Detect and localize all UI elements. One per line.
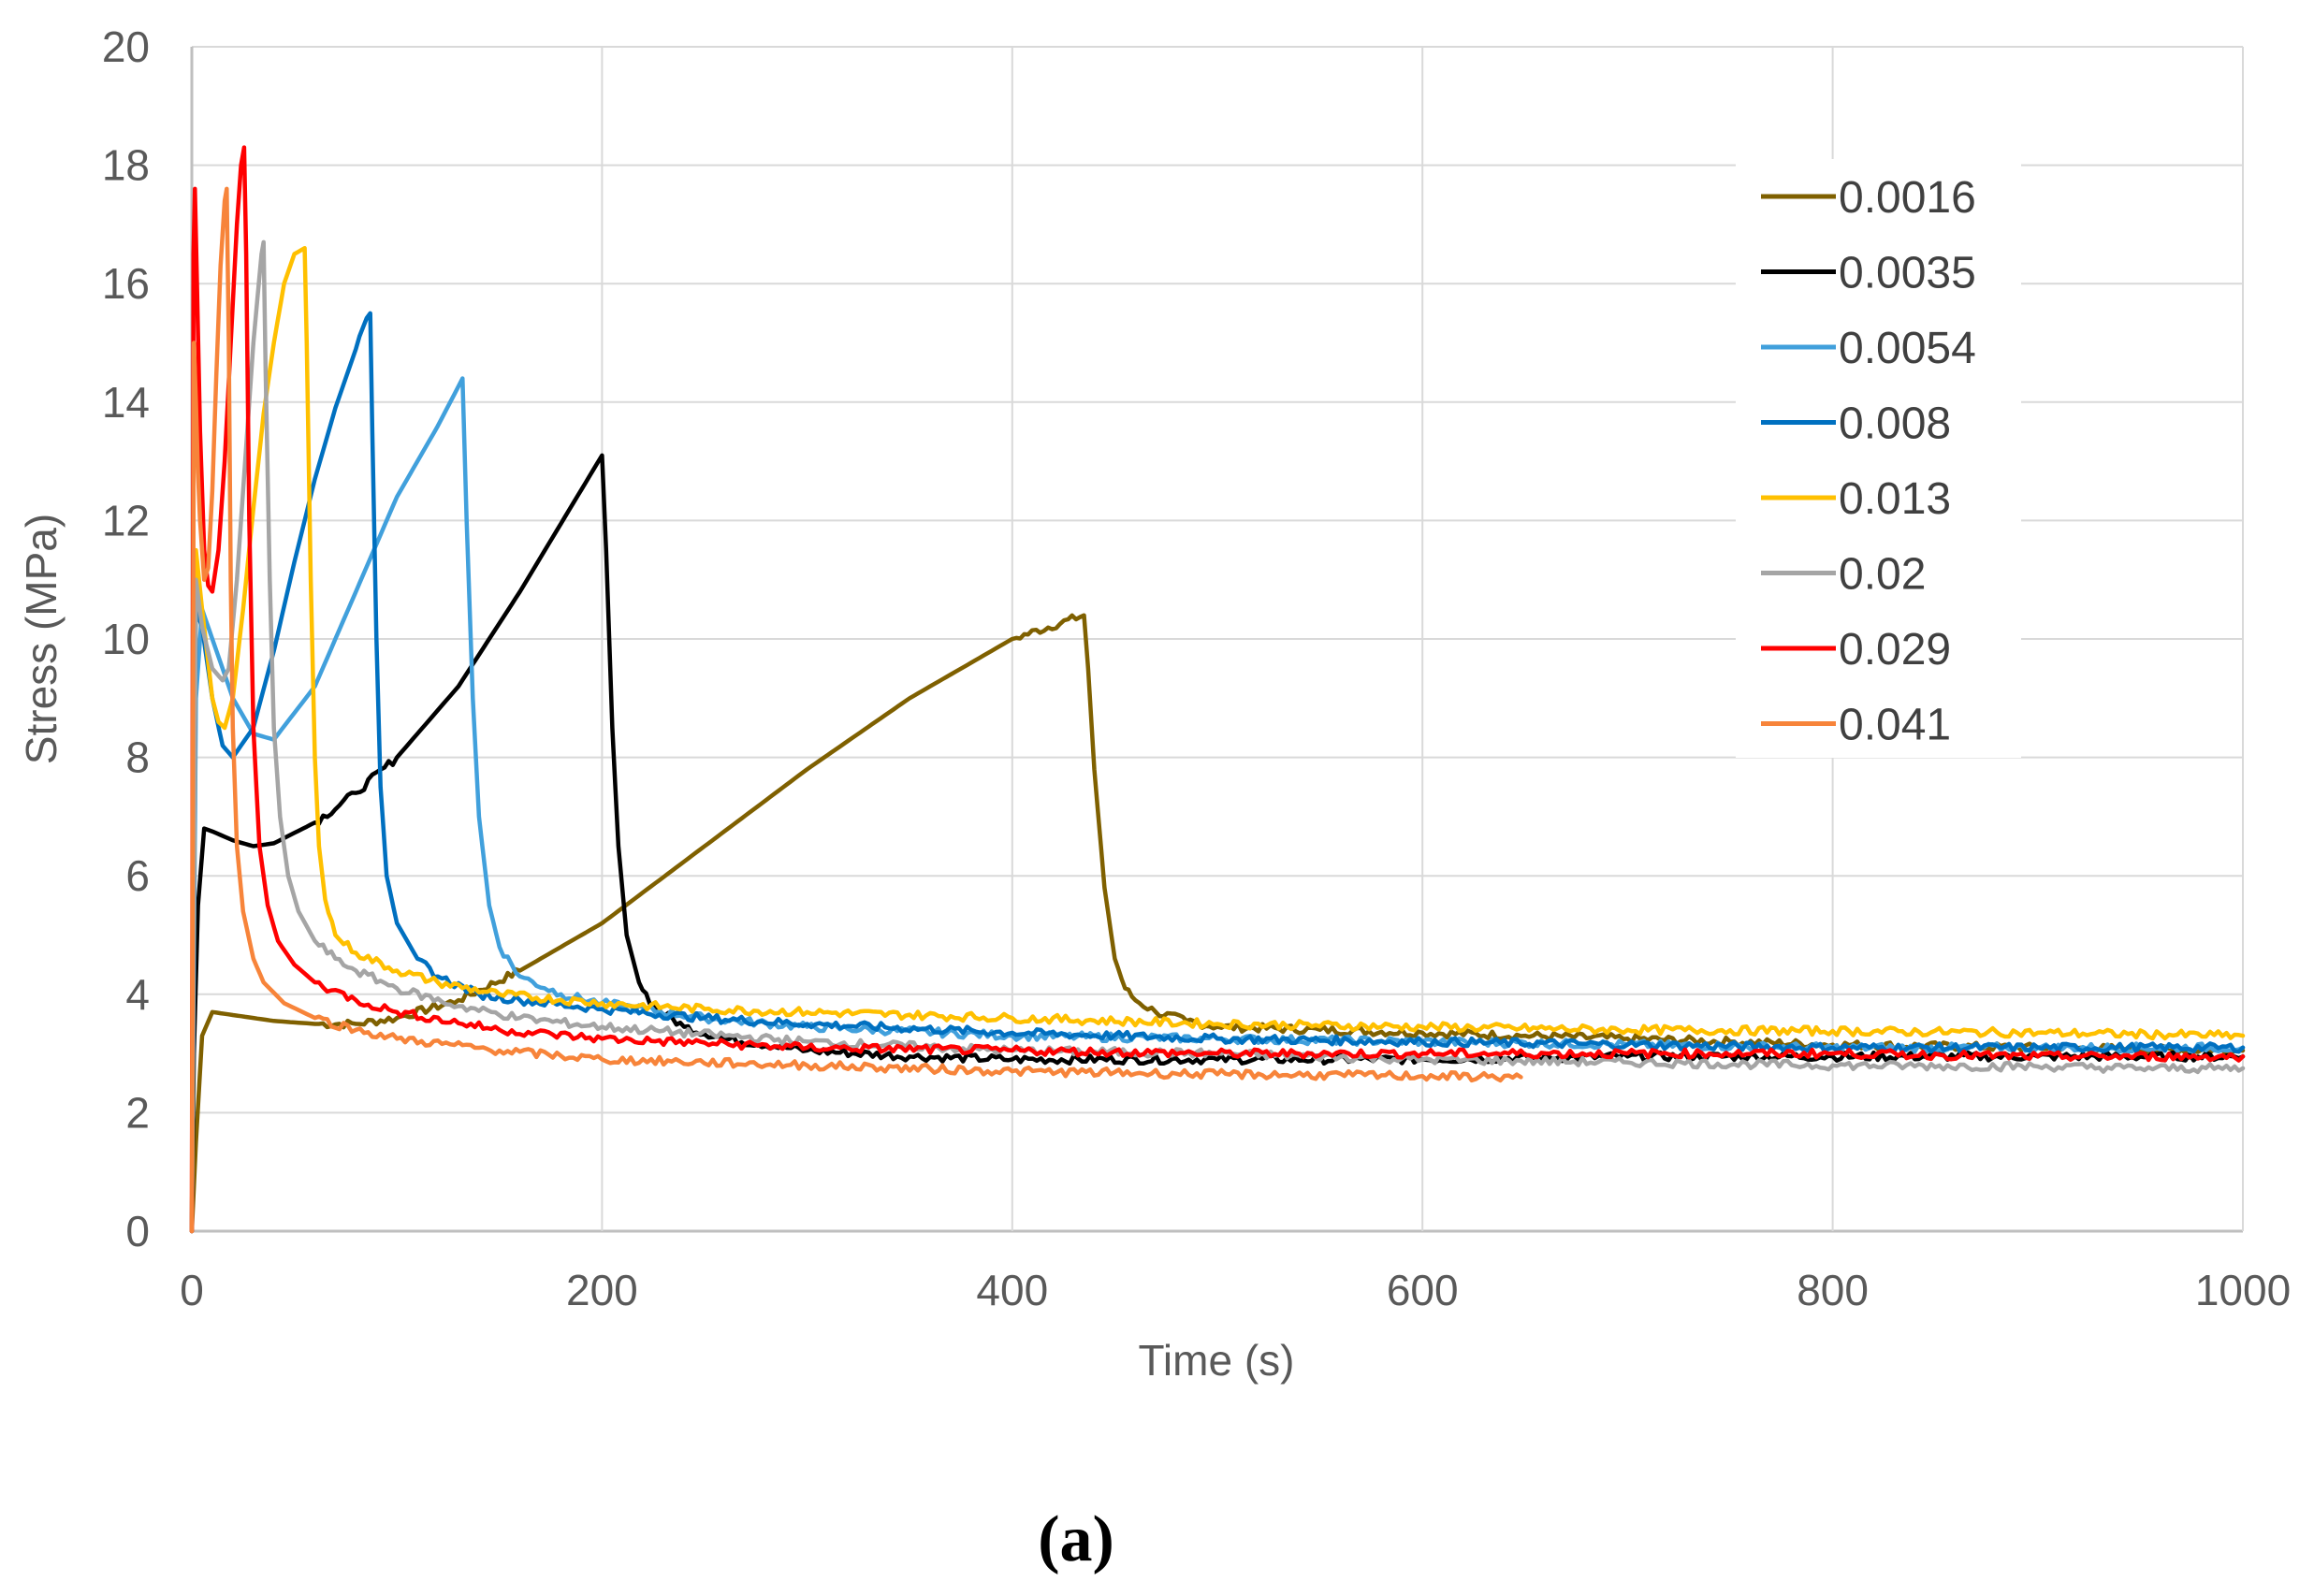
figure-caption: (a)	[1038, 1503, 1114, 1575]
legend-label: 0.02	[1839, 550, 1926, 600]
legend: 0.0016 0.0035 0.0054 0.008 0.013 0.02 0.029 0.0…	[1736, 159, 2021, 758]
y-tick-label: 6	[125, 851, 150, 900]
legend-label: 0.0054	[1839, 324, 1976, 373]
y-tick-label: 2	[125, 1088, 150, 1137]
y-tick-label: 20	[102, 22, 150, 71]
y-tick-label: 0	[125, 1207, 150, 1255]
series-lines	[189, 145, 2246, 1234]
y-tick-label: 16	[102, 259, 150, 308]
x-tick-labels: 0 200 400 600 800 1000	[180, 1266, 2291, 1314]
x-tick-label: 800	[1797, 1266, 1869, 1314]
series-line-0.041	[189, 186, 1523, 1234]
y-tick-label: 4	[125, 970, 150, 1019]
legend-label: 0.0016	[1839, 173, 1976, 223]
y-tick-label: 8	[125, 733, 150, 782]
y-tick-label: 10	[102, 615, 150, 663]
x-tick-label: 400	[976, 1266, 1048, 1314]
x-tick-label: 600	[1387, 1266, 1459, 1314]
y-tick-label: 14	[102, 378, 150, 427]
legend-box	[1736, 159, 2021, 758]
series-line-0.029	[189, 145, 2246, 1234]
y-axis-title: Stress (MPa)	[17, 514, 65, 764]
y-tick-labels: 0 2 4 6 8 10 12 14 16 18 20	[102, 22, 150, 1255]
x-tick-label: 200	[566, 1266, 638, 1314]
y-tick-label: 18	[102, 141, 150, 190]
x-axis-title: Time (s)	[1139, 1336, 1295, 1385]
y-tick-label: 12	[102, 496, 150, 544]
legend-label: 0.013	[1839, 474, 1951, 524]
x-tick-label: 0	[180, 1266, 204, 1314]
legend-label: 0.0035	[1839, 249, 1976, 298]
legend-label: 0.041	[1839, 701, 1951, 750]
series-line-0.013	[189, 245, 2246, 1234]
series-line-0.008	[189, 311, 2246, 1234]
legend-label: 0.008	[1839, 399, 1951, 449]
legend-label: 0.029	[1839, 625, 1951, 675]
x-tick-label: 1000	[2195, 1266, 2291, 1314]
